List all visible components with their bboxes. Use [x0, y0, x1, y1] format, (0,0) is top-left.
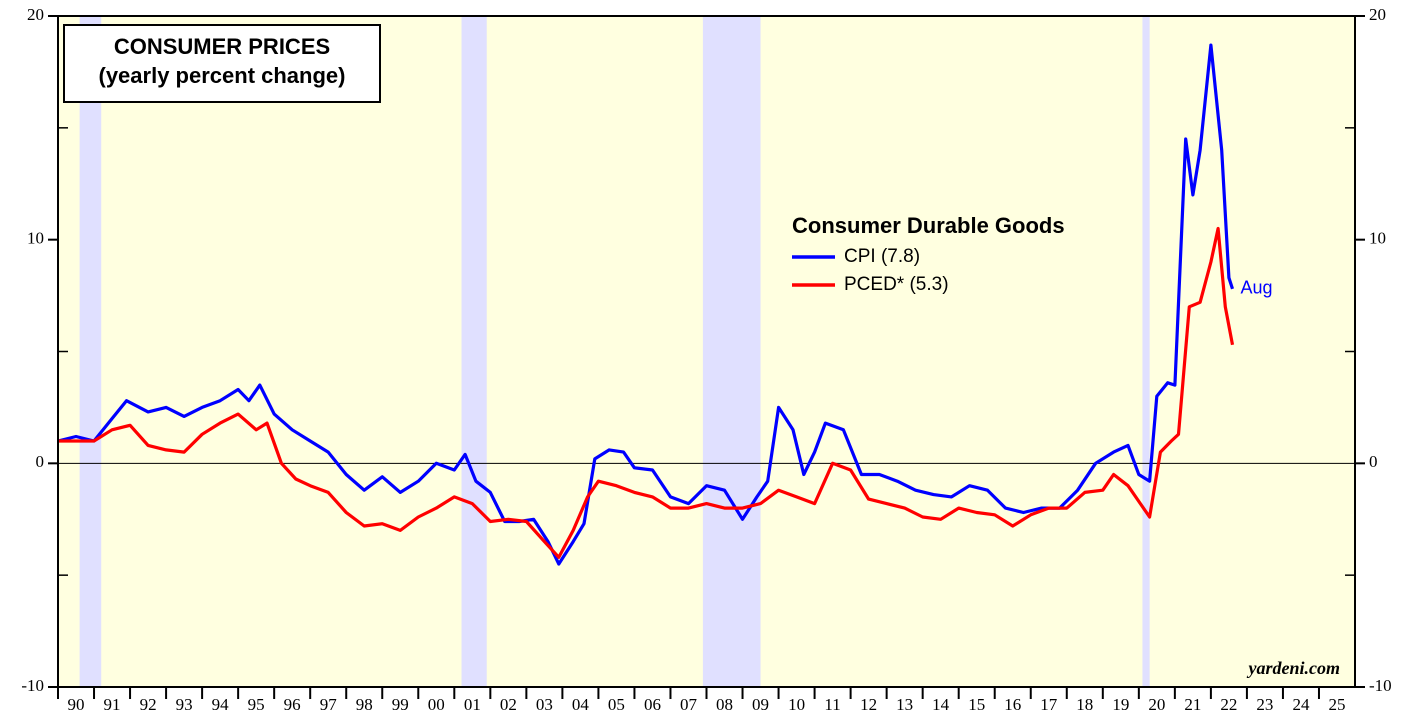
x-tick-label: 99	[392, 695, 409, 714]
x-tick-label: 94	[212, 695, 230, 714]
x-tick-label: 16	[1004, 695, 1021, 714]
recession-band	[702, 16, 761, 687]
x-tick-label: 15	[968, 695, 985, 714]
recession-band	[1142, 16, 1150, 687]
x-tick-label: 17	[1040, 695, 1058, 714]
series-line	[57, 43, 1235, 566]
chart-title: CONSUMER PRICES	[114, 34, 330, 59]
annotation: Aug	[1241, 278, 1273, 298]
x-tick-label: 93	[176, 695, 193, 714]
x-tick-label: 07	[680, 695, 698, 714]
x-tick-label: 90	[68, 695, 85, 714]
x-tick-label: 05	[608, 695, 625, 714]
x-tick-label: 14	[932, 695, 950, 714]
legend-label: CPI (7.8)	[844, 246, 920, 267]
x-tick-label: 06	[644, 695, 661, 714]
x-tick-label: 13	[896, 695, 913, 714]
recessions	[79, 16, 1150, 687]
x-tick-label: 03	[536, 695, 553, 714]
y-tick-label-right: -10	[1369, 676, 1392, 695]
plot-frame	[57, 15, 1356, 688]
source: yardeni.com	[1247, 658, 1341, 678]
x-tick-label: 25	[1328, 695, 1345, 714]
legend-title: Consumer Durable Goods	[792, 213, 1065, 238]
y-tick-label: -10	[21, 676, 44, 695]
x-tick-label: 01	[464, 695, 481, 714]
x-tick-label: 10	[788, 695, 805, 714]
recession-band	[461, 16, 487, 687]
series-line	[58, 226, 1235, 559]
x-tick-label: 02	[500, 695, 517, 714]
x-tick-label: 95	[248, 695, 265, 714]
x-tick-label: 98	[356, 695, 373, 714]
x-tick-label: 09	[752, 695, 769, 714]
y-tick-label-right: 20	[1369, 5, 1386, 24]
chart-subtitle: (yearly percent change)	[99, 63, 346, 88]
x-tick-label: 96	[284, 695, 301, 714]
title-box	[63, 24, 381, 103]
axes: 90 91 92 93 94 95 96 97 98 99 00 01 02 03 04 05 06 07 08 09…	[21, 5, 1391, 714]
lines	[57, 43, 1235, 566]
y-tick-label-right: 10	[1369, 229, 1386, 248]
x-tick-label: 22	[1220, 695, 1237, 714]
x-tick-label: 91	[104, 695, 121, 714]
legend-label: PCED* (5.3)	[844, 274, 949, 295]
y-tick-label-right: 0	[1369, 452, 1378, 471]
x-tick-label: 00	[428, 695, 445, 714]
x-tick-label: 11	[824, 695, 840, 714]
x-tick-label: 04	[572, 695, 590, 714]
x-tick-label: 19	[1112, 695, 1129, 714]
x-tick-label: 20	[1148, 695, 1165, 714]
x-tick-label: 92	[140, 695, 157, 714]
x-tick-label: 18	[1076, 695, 1093, 714]
y-tick-label: 0	[36, 452, 45, 471]
x-tick-label: 08	[716, 695, 733, 714]
x-tick-label: 97	[320, 695, 338, 714]
x-tick-label: 24	[1292, 695, 1310, 714]
recession-band	[79, 16, 102, 687]
y-tick-label: 20	[27, 5, 44, 24]
x-tick-label: 21	[1184, 695, 1201, 714]
x-tick-label: 12	[860, 695, 877, 714]
x-tick-label: 23	[1256, 695, 1273, 714]
y-tick-label: 10	[27, 229, 44, 248]
